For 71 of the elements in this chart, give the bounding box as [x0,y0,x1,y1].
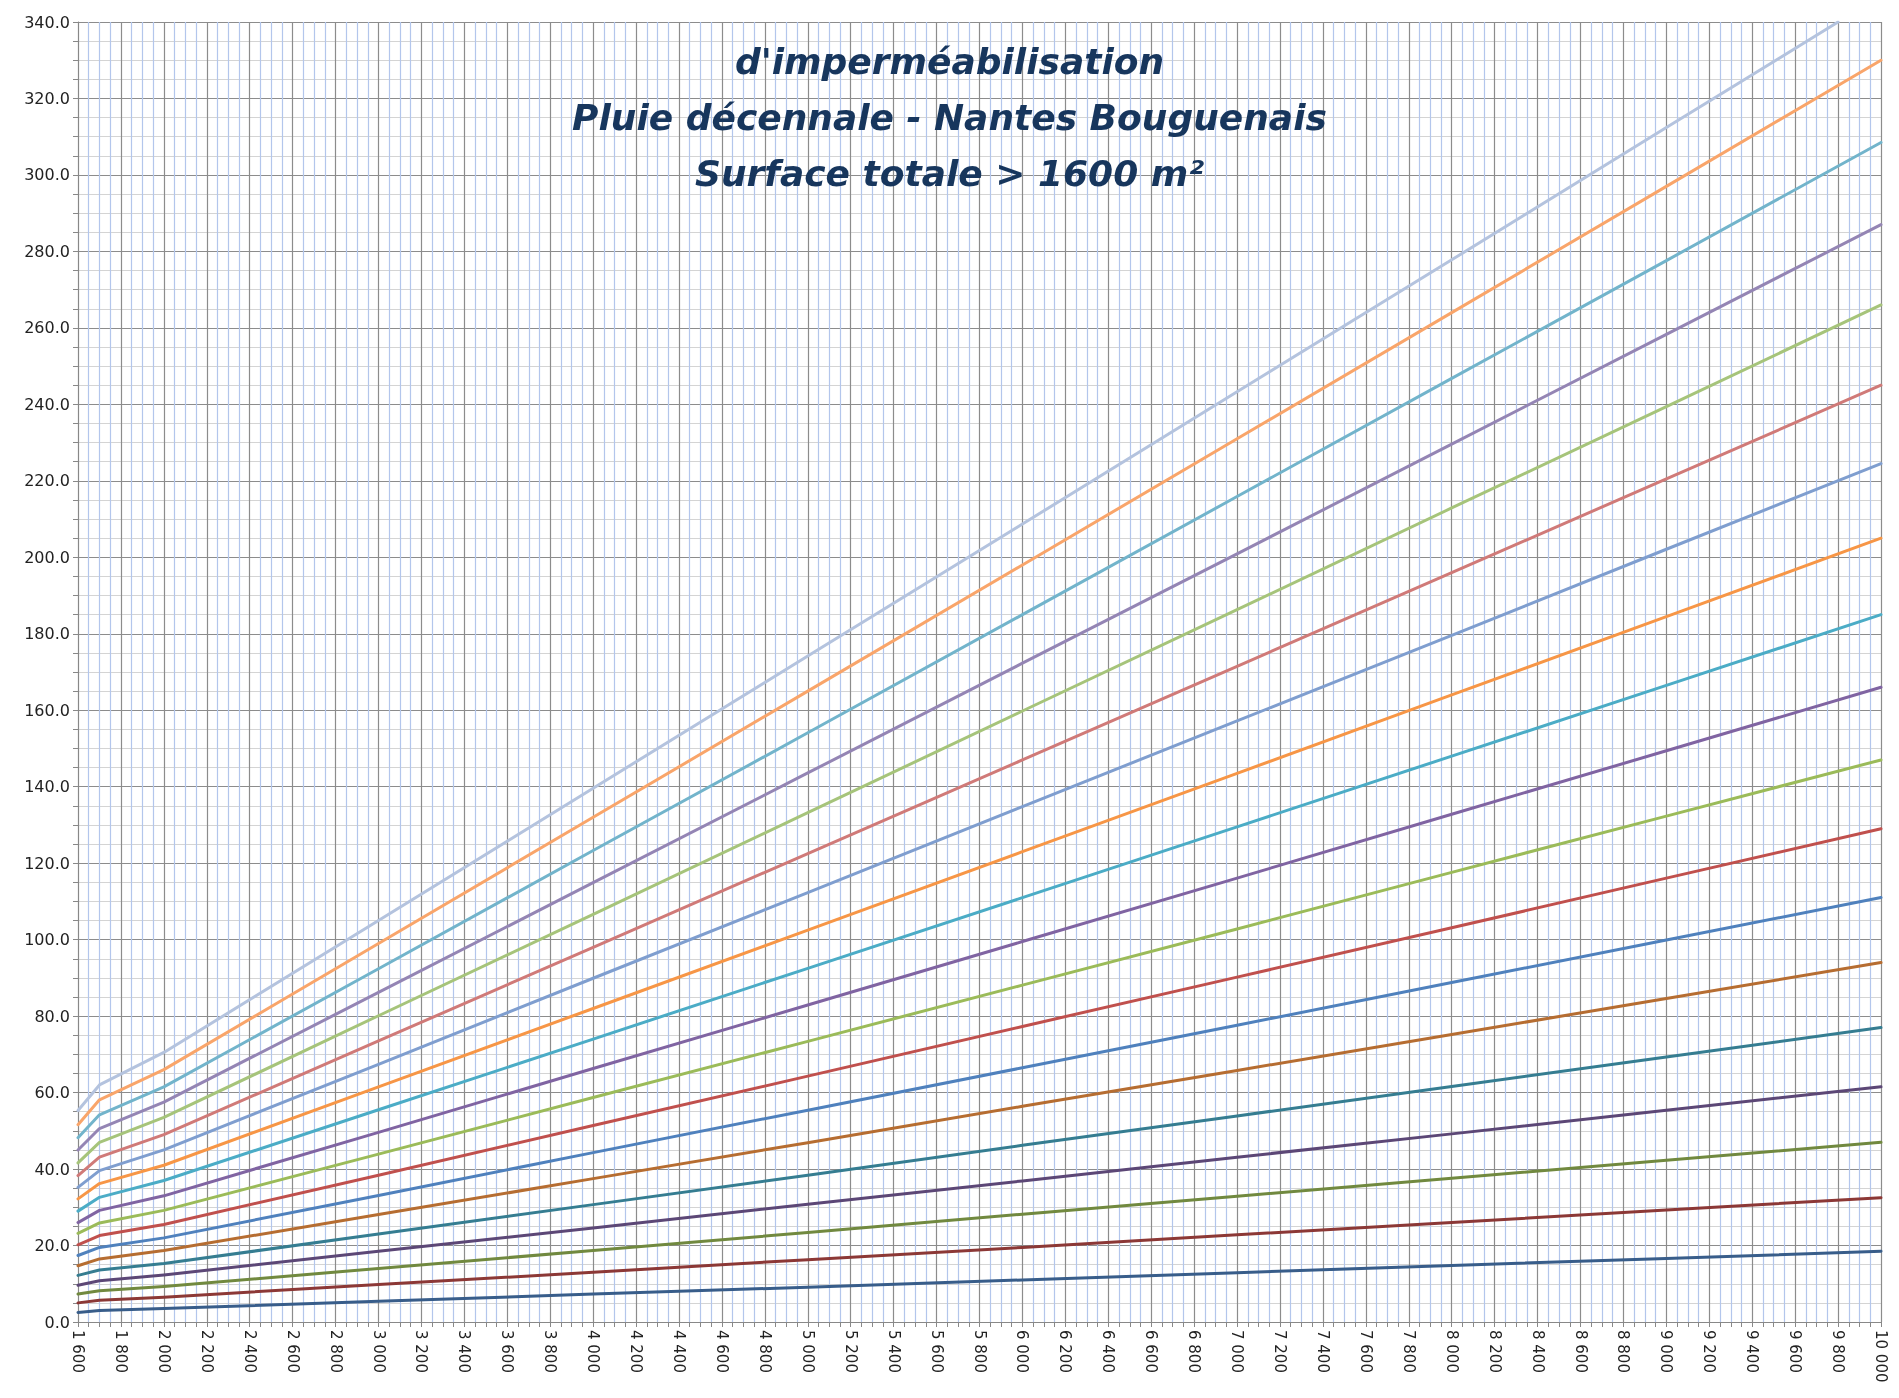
x-tick-label: 5 600 [927,1330,946,1373]
x-tick-label: 3 600 [498,1330,517,1373]
x-tick-label: 7 800 [1399,1330,1418,1373]
y-tick-label: 260.0 [24,318,70,338]
x-tick-label: 9 400 [1743,1330,1762,1373]
x-tick-label: 8 800 [1614,1330,1633,1373]
x-tick-label: 9 600 [1786,1330,1805,1373]
x-tick-label: 2 800 [326,1330,345,1373]
x-tick-label: 3 800 [541,1330,560,1373]
x-tick-label: 7 000 [1228,1330,1247,1373]
y-tick-label: 320.0 [24,88,70,108]
line-series [76,1026,1883,1277]
x-tick-label: 5 800 [970,1330,989,1373]
x-tick-label: 5 400 [884,1330,903,1373]
x-tick-label: 7 200 [1271,1330,1289,1373]
x-tick-label: 4 800 [755,1330,774,1373]
x-tick-label: 9 800 [1829,1330,1848,1373]
x-tick-label: 6 800 [1185,1330,1204,1373]
line-series [76,1196,1883,1305]
x-tick-label: 8 200 [1485,1330,1504,1373]
line-series [76,1085,1883,1287]
line-series [76,758,1883,1235]
y-tick-label: 340.0 [24,12,70,32]
x-tick-label: 7 600 [1356,1330,1375,1373]
y-tick-label: 20.0 [34,1236,70,1256]
x-tick-label: 3 000 [369,1330,388,1373]
x-tick-label: 7 400 [1313,1330,1332,1373]
y-tick-label: 240.0 [24,394,70,414]
y-tick-label: 300.0 [24,165,70,185]
y-tick-label: 40.0 [34,1159,70,1179]
x-tick-label: 8 400 [1528,1330,1547,1373]
x-tick-label: 10 000 [1872,1330,1890,1383]
y-tick-label: 80.0 [34,1006,70,1026]
y-tick-label: 60.0 [34,1083,70,1103]
y-tick-label: 100.0 [24,930,70,950]
x-tick-label: 5 200 [841,1330,860,1373]
y-tick-label: 220.0 [24,471,70,491]
x-tick-label: 4 400 [670,1330,688,1373]
y-tick-label: 200.0 [24,547,70,567]
line-series [76,896,1883,1257]
x-tick-label: 3 200 [412,1330,431,1373]
x-tick-label: 5 000 [798,1330,817,1373]
x-tick-label: 2 400 [240,1330,259,1373]
x-tick-label: 8 600 [1571,1330,1590,1373]
x-tick-label: 8 000 [1442,1330,1461,1373]
y-tick-label: 180.0 [24,624,70,644]
y-tick-label: 140.0 [24,777,70,797]
y-tick-label: 280.0 [24,241,70,261]
y-tick-label: 120.0 [24,853,70,873]
x-tick-label: 6 400 [1099,1330,1118,1373]
text: d'imperméabilisation Pluie décennale - Nantes Bouguenais Surface totale > 1600 m² [572,40,1327,194]
x-tick-label: 3 400 [455,1330,474,1373]
x-tick-label: 4 000 [584,1330,603,1373]
x-tick-label: 9 000 [1657,1330,1676,1373]
x-tick-label: 2 600 [283,1330,302,1373]
x-tick-label: 9 200 [1700,1330,1719,1373]
line-series [76,961,1883,1268]
x-tick-label: 6 000 [1013,1330,1032,1373]
line-series [76,1140,1883,1296]
y-tick-label: 0.0 [44,1312,70,1332]
x-tick-label: 4 600 [712,1330,731,1373]
x-tick-label: 6 200 [1056,1330,1075,1373]
x-tick-label: 2 000 [154,1330,173,1373]
x-tick-label: 1 800 [111,1330,130,1373]
y-tick-label: 160.0 [24,700,70,720]
x-tick-label: 6 600 [1142,1330,1161,1373]
x-tick-label: 4 200 [627,1330,646,1373]
x-tick-label: 1 600 [69,1330,87,1373]
line-series [76,1249,1883,1314]
line-series [76,827,1883,1247]
x-tick-label: 2 200 [197,1330,216,1373]
